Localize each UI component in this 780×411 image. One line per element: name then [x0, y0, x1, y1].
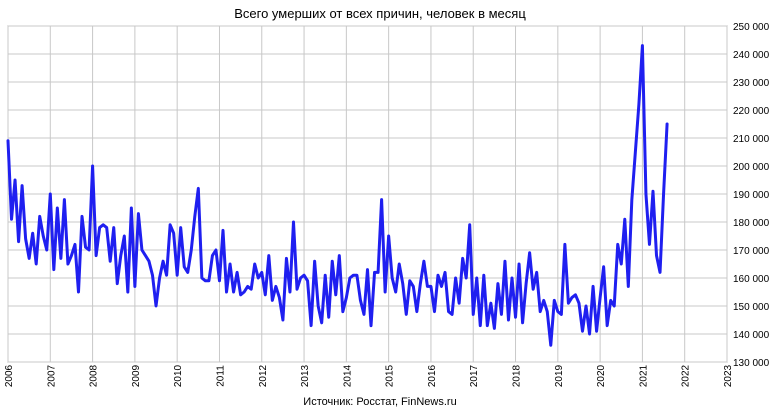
x-tick-label: 2021 [638, 364, 649, 387]
chart-title: Всего умерших от всех причин, человек в … [234, 6, 526, 21]
y-tick-label: 160 000 [733, 274, 770, 285]
y-axis-ticks: 130 000 140 000 150 000 160 000 170 000 180 0… [733, 22, 770, 369]
y-tick-label: 230 000 [733, 78, 770, 89]
y-tick-label: 140 000 [733, 330, 770, 341]
y-tick-label: 200 000 [733, 162, 770, 173]
x-tick-label: 2013 [300, 364, 311, 387]
x-tick-label: 2022 [681, 364, 692, 387]
series-layer [6, 44, 669, 347]
y-tick-label: 130 000 [733, 358, 770, 369]
y-tick-label: 180 000 [733, 218, 770, 229]
x-tick-label: 2020 [596, 364, 607, 387]
x-tick-label: 2014 [342, 364, 353, 387]
grid [7, 25, 728, 363]
x-tick-label: 2006 [4, 364, 15, 387]
y-tick-label: 220 000 [733, 106, 770, 117]
chart-source: Источник: Росстат, FinNews.ru [303, 396, 456, 408]
y-tick-label: 240 000 [733, 50, 770, 61]
y-tick-label: 210 000 [733, 134, 770, 145]
x-tick-label: 2009 [131, 364, 142, 387]
series-line [6, 44, 669, 347]
y-tick-label: 190 000 [733, 190, 770, 201]
x-axis-ticks: 2006 2007 2008 2009 2010 2011 2012 2013 2014 2015… [4, 364, 734, 387]
x-tick-label: 2012 [258, 364, 269, 387]
x-tick-label: 2010 [173, 364, 184, 387]
x-tick-label: 2017 [469, 364, 480, 387]
y-tick-label: 170 000 [733, 246, 770, 257]
x-tick-label: 2018 [512, 364, 523, 387]
x-tick-label: 2023 [723, 364, 734, 387]
x-tick-label: 2007 [46, 364, 57, 387]
y-tick-label: 250 000 [733, 22, 770, 33]
x-tick-label: 2011 [215, 365, 226, 387]
y-tick-label: 150 000 [733, 302, 770, 313]
x-tick-label: 2008 [89, 364, 100, 387]
x-tick-label: 2016 [427, 364, 438, 387]
x-tick-label: 2019 [554, 364, 565, 387]
x-tick-label: 2015 [385, 364, 396, 387]
